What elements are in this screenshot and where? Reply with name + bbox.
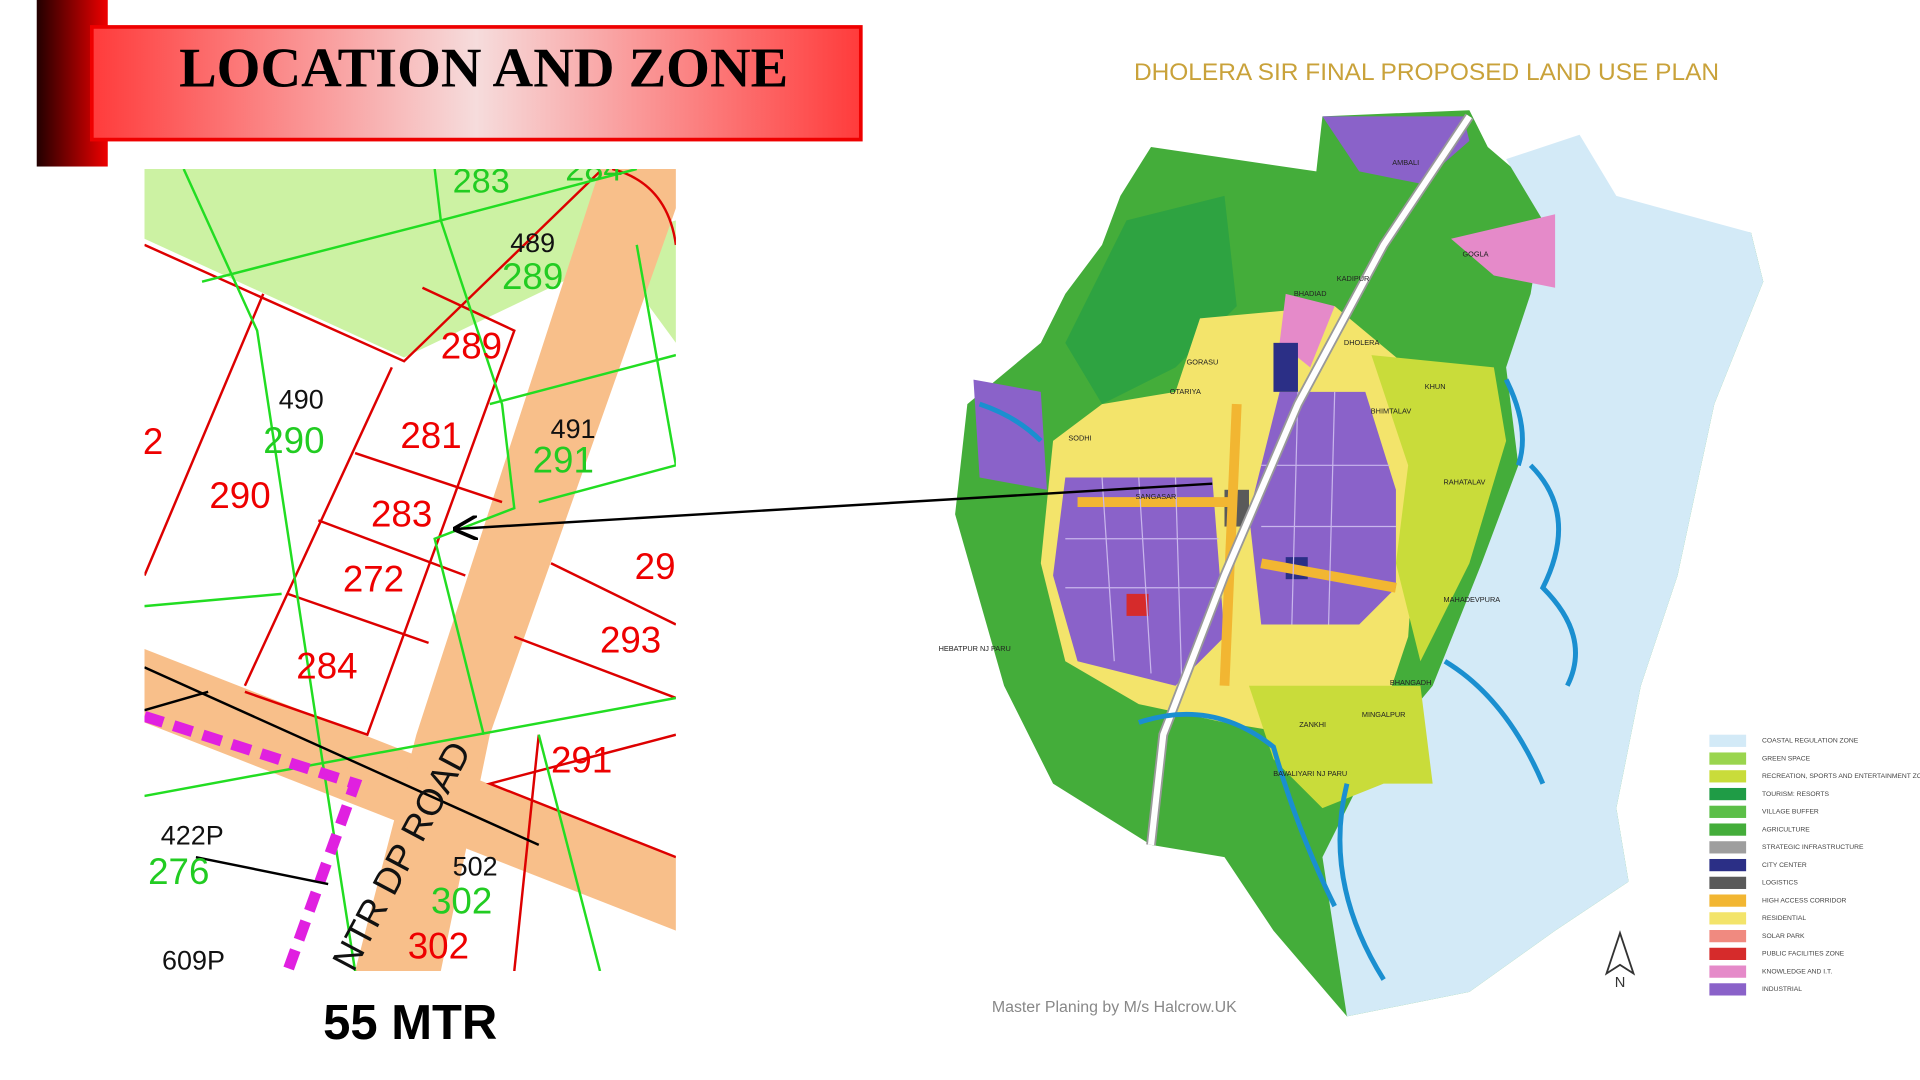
village-label: AMBALI bbox=[1392, 158, 1419, 167]
legend-swatch bbox=[1709, 823, 1747, 836]
plot-number: 284 bbox=[565, 150, 622, 188]
legend-label: AGRICULTURE bbox=[1762, 826, 1810, 833]
legend-label: PUBLIC FACILITIES ZONE bbox=[1762, 951, 1845, 958]
plot-number: 283 bbox=[371, 493, 432, 534]
plot-number: 276 bbox=[148, 851, 209, 892]
plot-number: 291 bbox=[551, 740, 612, 781]
plot-number: 422P bbox=[161, 821, 224, 851]
legend-swatch bbox=[1709, 858, 1747, 872]
village-label: GOGLA bbox=[1462, 250, 1488, 259]
village-label: GORASU bbox=[1187, 357, 1219, 366]
plot-number: 290 bbox=[209, 475, 270, 516]
legend-label: GREEN SPACE bbox=[1762, 755, 1811, 762]
village-label: BHADIAD bbox=[1294, 289, 1327, 298]
plot-number: 302 bbox=[408, 926, 469, 967]
legend-label: HIGH ACCESS CORRIDOR bbox=[1762, 897, 1847, 904]
legend-label: LOGISTICS bbox=[1762, 880, 1798, 887]
village-label: SANGASAR bbox=[1136, 492, 1177, 501]
plot-number: 2 bbox=[143, 421, 163, 462]
village-label: HEBATPUR NJ PARU bbox=[939, 644, 1011, 653]
plot-number: 284 bbox=[296, 645, 357, 686]
north-arrow bbox=[1604, 930, 1636, 976]
legend: COASTAL REGULATION ZONE GREEN SPACE RECREA… bbox=[1709, 734, 1920, 996]
plot-number: 290 bbox=[263, 420, 324, 461]
plot-number: 289 bbox=[502, 256, 563, 297]
legend-label: RECREATION, SPORTS AND ENTERTAINMENT ZON… bbox=[1762, 773, 1920, 780]
plot-number: 289 bbox=[441, 326, 502, 367]
north-label: N bbox=[1615, 975, 1626, 991]
village-label: SODHI bbox=[1068, 433, 1091, 442]
legend-swatch bbox=[1709, 787, 1747, 801]
legend-label: VILLAGE BUFFER bbox=[1762, 809, 1819, 816]
legend-label: SOLAR PARK bbox=[1762, 933, 1805, 940]
legend-label: INDUSTRIAL bbox=[1762, 986, 1802, 993]
legend-swatch bbox=[1709, 841, 1747, 854]
legend-label: CITY CENTER bbox=[1762, 862, 1807, 869]
pointer-arrow bbox=[456, 482, 1213, 529]
plot-number: 293 bbox=[600, 620, 661, 661]
plot-number: 281 bbox=[400, 415, 461, 456]
plot-number: 291 bbox=[533, 440, 594, 481]
plot-number: 491 bbox=[551, 414, 596, 444]
map-title: DHOLERA SIR FINAL PROPOSED LAND USE PLAN bbox=[1134, 59, 1719, 86]
land-use-map: AMBALI GOGLA BHADIAD KADIPUR DHOLERA GORASU OT… bbox=[939, 110, 1764, 1017]
plot-number: 502 bbox=[453, 851, 498, 881]
plot-number: 609P bbox=[162, 946, 225, 976]
legend-swatch bbox=[1709, 965, 1747, 978]
plot-number: 29 bbox=[635, 546, 676, 587]
legend-swatch bbox=[1709, 734, 1747, 747]
village-label: OTARIYA bbox=[1170, 387, 1201, 396]
village-label: MAHADEVPURA bbox=[1444, 595, 1501, 604]
legend-label: TOURISM: RESORTS bbox=[1762, 791, 1829, 798]
legend-swatch bbox=[1709, 894, 1747, 907]
village-label: KHUN bbox=[1425, 382, 1446, 391]
legend-swatch bbox=[1709, 876, 1747, 889]
plot-number: 490 bbox=[279, 385, 324, 415]
village-label: MINGALPUR bbox=[1362, 710, 1406, 719]
plot-number: 302 bbox=[431, 880, 492, 921]
title-box bbox=[90, 25, 863, 142]
village-label: DHOLERA bbox=[1344, 338, 1380, 347]
legend-swatch bbox=[1709, 947, 1747, 960]
village-label: ZANKHI bbox=[1299, 720, 1326, 729]
legend-label: KNOWLEDGE AND I.T. bbox=[1762, 968, 1832, 975]
legend-swatch bbox=[1709, 983, 1747, 996]
village-label: KADIPUR bbox=[1337, 274, 1370, 283]
legend-swatch bbox=[1709, 930, 1747, 943]
title: LOCATION AND ZONE bbox=[179, 37, 788, 99]
credit: Master Planing by M/s Halcrow.UK bbox=[992, 999, 1237, 1016]
village-label: RAHATALAV bbox=[1444, 477, 1486, 486]
legend-swatch bbox=[1709, 752, 1747, 765]
legend-swatch bbox=[1709, 912, 1747, 925]
legend-label: STRATEGIC INFRASTRUCTURE bbox=[1762, 844, 1864, 851]
legend-label: RESIDENTIAL bbox=[1762, 915, 1806, 922]
village-label: BHIMTALAV bbox=[1371, 406, 1412, 415]
plot-number: 272 bbox=[343, 558, 404, 599]
legend-label: COASTAL REGULATION ZONE bbox=[1762, 738, 1859, 745]
plot-number: 489 bbox=[510, 228, 555, 258]
legend-swatch bbox=[1709, 805, 1747, 818]
caption: 55 MTR bbox=[323, 996, 497, 1050]
village-label: BHANGADH bbox=[1390, 678, 1432, 687]
village-label: BAVALIYARI NJ PARU bbox=[1273, 769, 1347, 778]
legend-swatch bbox=[1709, 770, 1747, 783]
plot-number: 283 bbox=[453, 163, 510, 201]
